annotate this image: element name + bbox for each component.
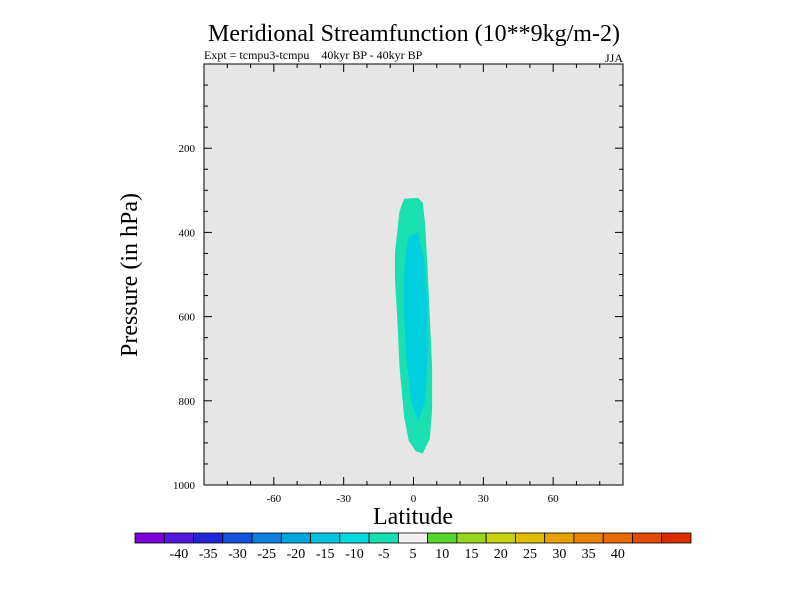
colorbar-label: 30: [552, 547, 566, 562]
x-tick-label: -60: [266, 493, 281, 505]
colorbar-swatch: [163, 532, 194, 544]
colorbar-label: -25: [257, 547, 276, 562]
chart-subtitle-right: JJA: [605, 51, 623, 65]
y-tick-label: 1000: [173, 480, 196, 492]
axis-ticks: -60 -30 0 30 60 200 400 600 800 1000: [173, 64, 623, 505]
x-tick-label: 0: [411, 493, 417, 505]
colorbar-swatch: [397, 532, 429, 544]
colorbar-swatch: [427, 532, 458, 544]
colorbar-swatch: [193, 532, 224, 544]
y-axis-title: Pressure (in hPa): [117, 193, 143, 357]
x-tick-label: -30: [336, 493, 351, 505]
x-tick-label: 30: [478, 493, 490, 505]
colorbar-swatch: [632, 532, 663, 544]
y-tick-label: 400: [179, 227, 196, 239]
colorbar-label: -40: [170, 547, 189, 562]
colorbar-swatch: [544, 532, 575, 544]
x-tick-label: 60: [548, 493, 560, 505]
colorbar-label: -10: [345, 547, 364, 562]
colorbar-label: -35: [199, 547, 218, 562]
colorbar-label: -30: [228, 547, 247, 562]
colorbar-label: 40: [611, 547, 625, 562]
y-tick-label: 200: [179, 143, 196, 155]
y-tick-label: 800: [179, 396, 196, 408]
colorbar-swatch: [661, 532, 692, 544]
contour-region-1: [404, 232, 428, 422]
colorbar-label: 10: [435, 547, 449, 562]
colorbar-label: -5: [378, 547, 390, 562]
colorbar-label: 15: [465, 547, 479, 562]
colorbar-swatch: [251, 532, 282, 544]
x-axis-title: Latitude: [373, 504, 453, 530]
colorbar-swatch: [515, 532, 546, 544]
colorbar-swatch: [339, 532, 370, 544]
colorbar-swatch: [485, 532, 516, 544]
colorbar-swatch: [573, 532, 604, 544]
chart-title: Meridional Streamfunction (10**9kg/m-2): [208, 21, 620, 47]
colorbar-label: 5: [410, 547, 417, 562]
colorbar-label: 25: [523, 547, 537, 562]
colorbar-swatch: [280, 532, 311, 544]
colorbar-label: -20: [287, 547, 306, 562]
colorbar-swatch: [368, 532, 399, 544]
y-tick-label: 600: [179, 312, 196, 324]
colorbar-swatch: [602, 532, 633, 544]
colorbar-label: 35: [582, 547, 596, 562]
colorbar-swatch: [310, 532, 341, 544]
plot-area: [203, 63, 624, 486]
colorbar-label: 20: [494, 547, 508, 562]
colorbar-swatch: [134, 532, 165, 544]
colorbar-swatch: [222, 532, 253, 544]
chart-subtitle-left: Expt = tcmpu3-tcmpu 40kyr BP - 40kyr BP: [204, 48, 423, 62]
colorbar-swatch: [456, 532, 487, 544]
colorbar-label: -15: [316, 547, 335, 562]
colorbar: -40 -35 -30 -25 -20 -15 -10 -5 5 10 15 20 25 30 35 40: [134, 532, 692, 562]
